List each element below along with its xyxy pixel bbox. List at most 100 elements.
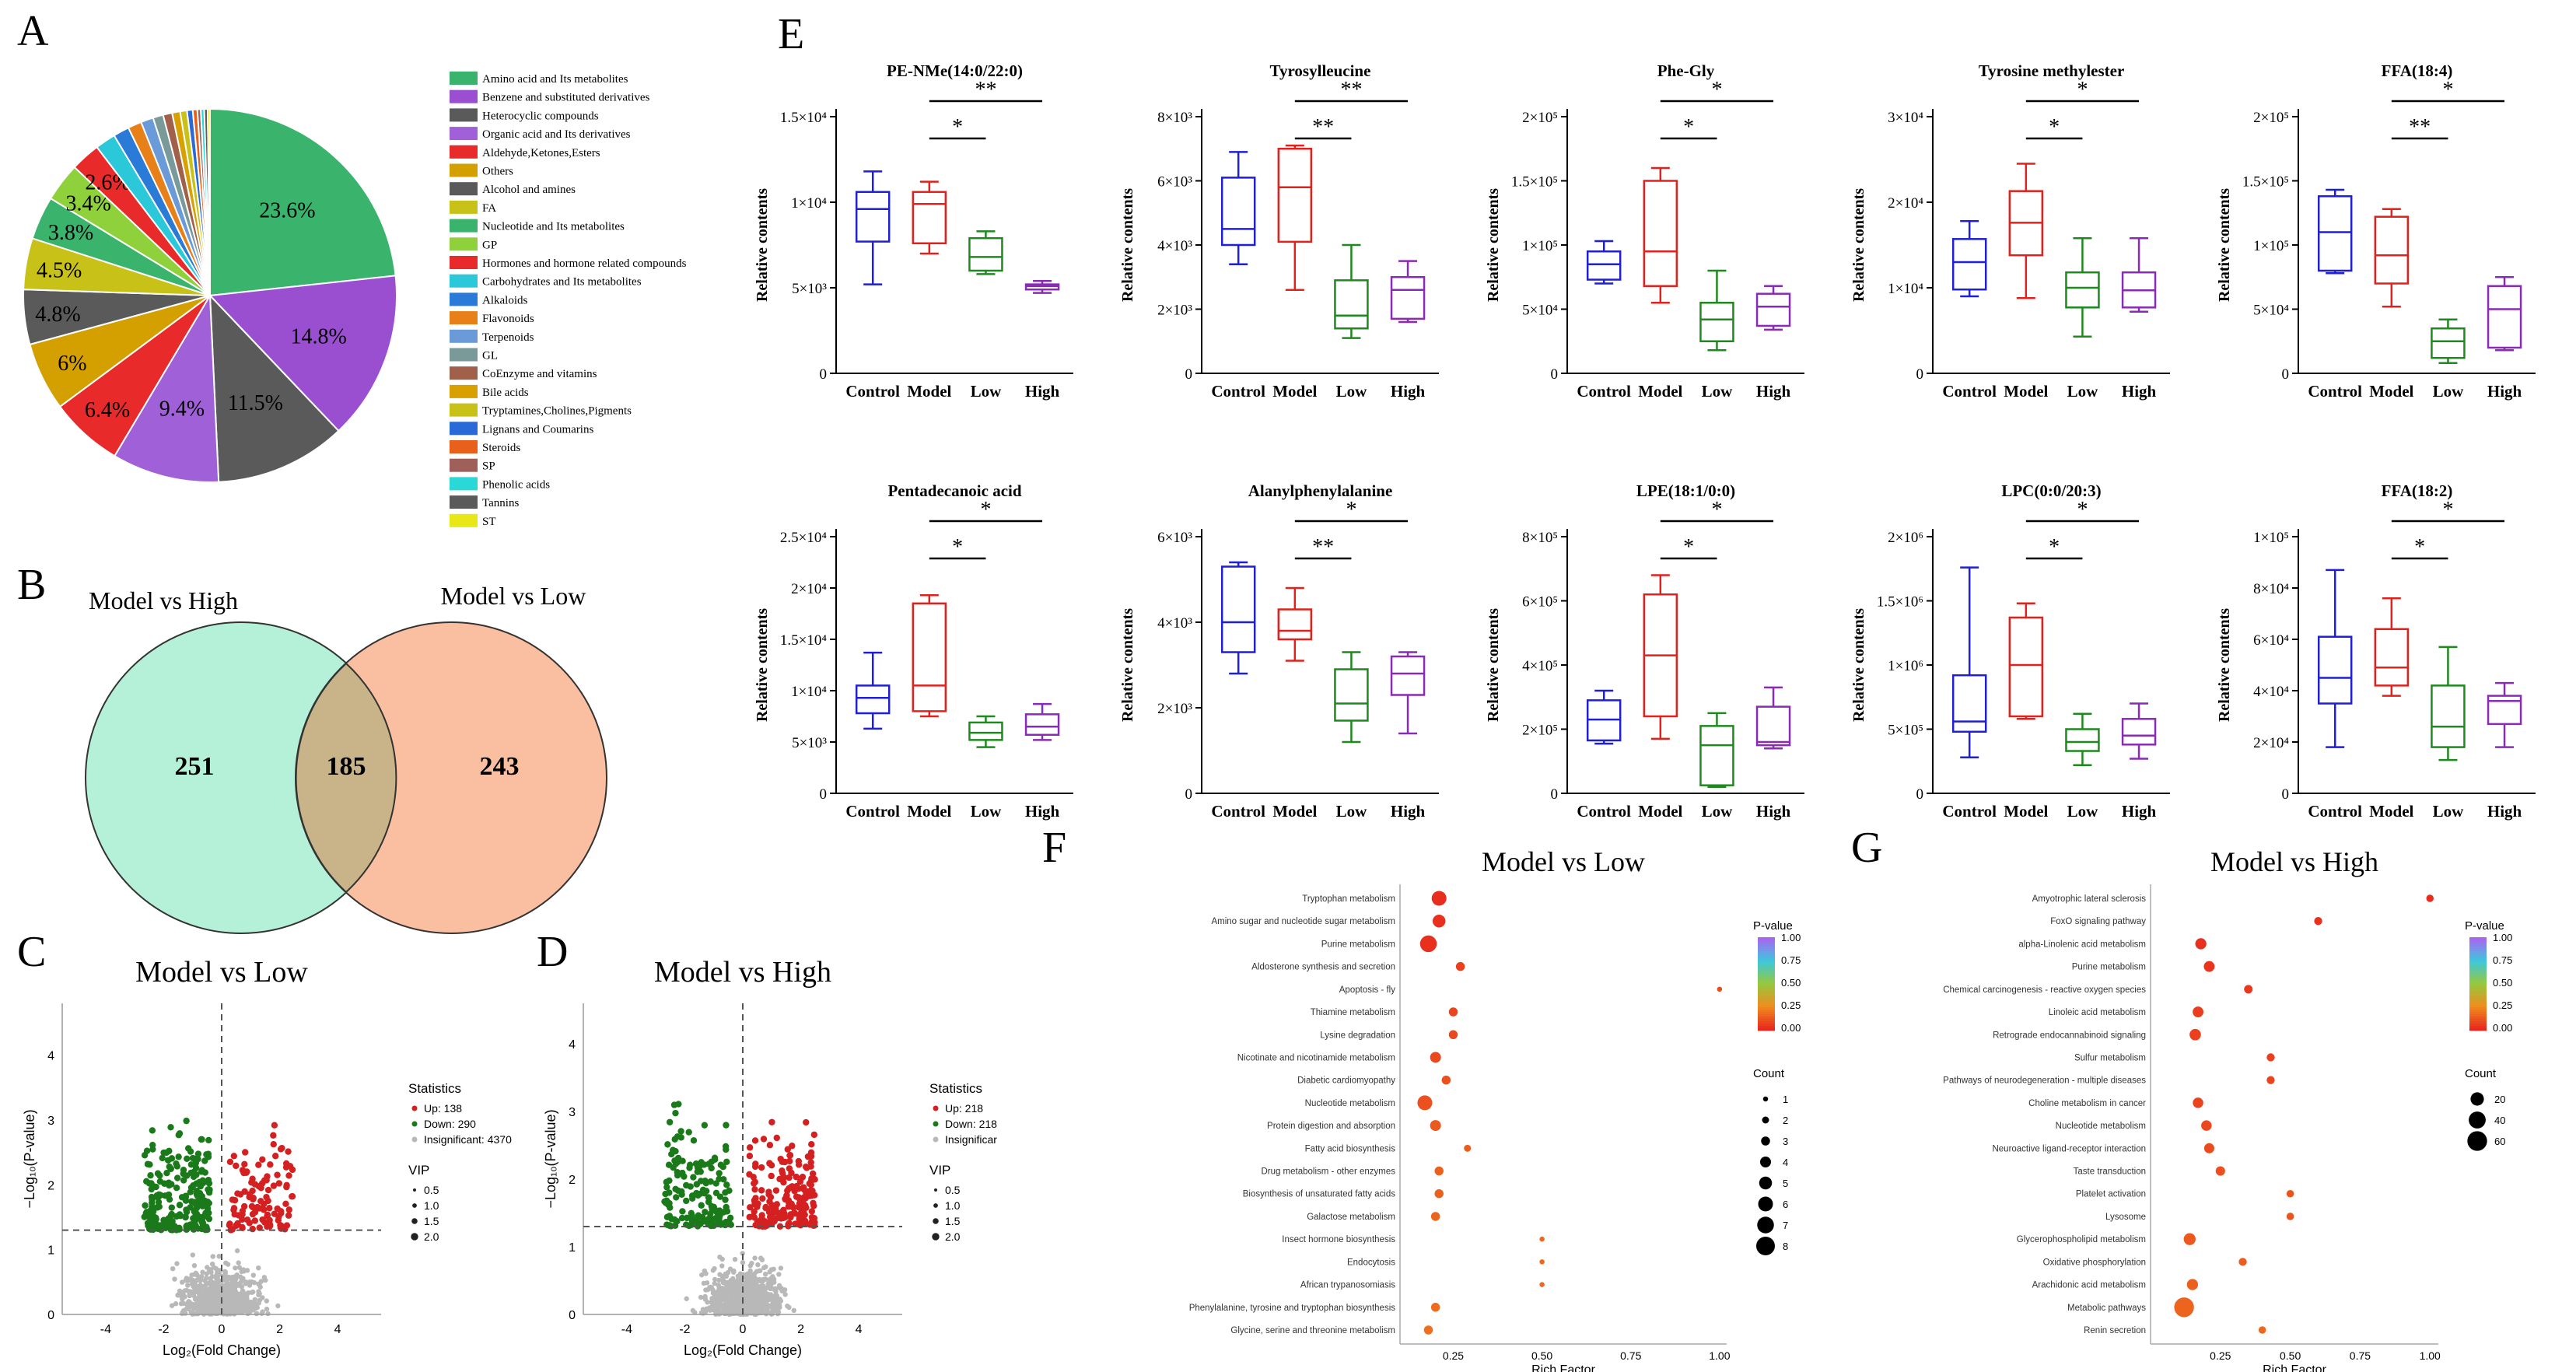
venn-right-label: Model vs Low bbox=[441, 582, 586, 610]
box bbox=[1334, 668, 1369, 722]
insignificant-point bbox=[702, 1268, 708, 1274]
y-tick-label: 1×10⁶ bbox=[1888, 658, 1923, 674]
y-tick-label: 1×10⁴ bbox=[1888, 281, 1923, 297]
x-tick-label: Low bbox=[971, 382, 1003, 401]
y-tick-label: 8×10⁵ bbox=[1522, 530, 1558, 546]
up-point bbox=[751, 1186, 758, 1193]
up-point bbox=[810, 1199, 817, 1207]
pvalue-gradient-band bbox=[2469, 1017, 2487, 1020]
term-bubble bbox=[1455, 961, 1465, 971]
box bbox=[1390, 276, 1426, 320]
box bbox=[912, 191, 947, 245]
up-point bbox=[768, 1161, 775, 1169]
up-point bbox=[806, 1180, 813, 1187]
up-point bbox=[275, 1180, 282, 1187]
box-plot: Tyrosine methylester 0 1×10⁴ 2×10⁴ 3×10⁴ Rela… bbox=[1850, 61, 2170, 401]
up-point bbox=[243, 1216, 251, 1223]
pvalue-gradient-band bbox=[1758, 940, 1775, 943]
insignificant-point bbox=[198, 1278, 203, 1283]
term-label: Insect hormone biosynthesis bbox=[1282, 1235, 1395, 1244]
pvalue-gradient-band bbox=[2469, 1003, 2487, 1006]
insignificant-point bbox=[234, 1248, 240, 1254]
insignificant-point bbox=[768, 1304, 773, 1309]
term-label: Neuroactive ligand-receptor interaction bbox=[1992, 1144, 2146, 1153]
term-bubble bbox=[2193, 1097, 2203, 1108]
box-plot-title: Phe-Gly bbox=[1657, 61, 1715, 80]
count-legend-label: 40 bbox=[2494, 1115, 2505, 1126]
insignificant-point bbox=[730, 1279, 737, 1285]
box bbox=[1755, 705, 1791, 747]
up-point bbox=[803, 1164, 810, 1171]
significance-label: * bbox=[980, 498, 991, 522]
insignificant-point bbox=[228, 1283, 233, 1289]
box bbox=[2065, 728, 2100, 752]
pvalue-gradient-band bbox=[2469, 1024, 2487, 1027]
insignificant-point bbox=[243, 1281, 248, 1286]
down-point bbox=[148, 1180, 155, 1187]
down-point bbox=[688, 1220, 695, 1227]
x-axis-label: Rich Factor bbox=[1531, 1363, 1595, 1372]
up-point bbox=[289, 1192, 296, 1200]
box-plot-title: LPC(0:0/20:3) bbox=[2001, 481, 2101, 500]
down-point bbox=[149, 1199, 156, 1206]
y-tick-label: 0 bbox=[1551, 366, 1559, 383]
insignificant-point bbox=[260, 1295, 265, 1300]
box-plot: Alanylphenylalanine 0 2×10³ 4×10³ 6×10³ Relat… bbox=[1119, 481, 1439, 821]
up-point bbox=[746, 1144, 754, 1151]
pvalue-gradient-band bbox=[1758, 968, 1775, 971]
y-tick-label: 0 bbox=[2282, 366, 2290, 383]
insignificant-point bbox=[212, 1293, 219, 1299]
up-point bbox=[808, 1192, 816, 1199]
up-point bbox=[752, 1195, 759, 1202]
x-axis-label: Rich Factor bbox=[2263, 1363, 2326, 1372]
insignificant-point bbox=[250, 1307, 256, 1313]
insignificant-point bbox=[735, 1300, 741, 1305]
down-point bbox=[175, 1153, 182, 1160]
legend-swatch bbox=[450, 477, 478, 491]
x-tick-label: 0.25 bbox=[1443, 1349, 1464, 1362]
y-tick-label: 4×10⁴ bbox=[2253, 684, 2289, 700]
legend-swatch bbox=[450, 127, 478, 141]
insignificant-point bbox=[721, 1278, 726, 1284]
insignificant-point bbox=[771, 1266, 776, 1272]
down-point bbox=[163, 1170, 170, 1177]
y-tick-label: 2×10⁵ bbox=[1522, 723, 1558, 739]
up-point bbox=[795, 1157, 803, 1165]
term-bubble bbox=[2174, 1297, 2194, 1318]
up-point bbox=[266, 1221, 274, 1229]
insignificant-point bbox=[718, 1294, 724, 1300]
y-tick-label: 1×10⁴ bbox=[791, 684, 827, 700]
down-point bbox=[715, 1209, 723, 1216]
insignificant-point bbox=[723, 1302, 730, 1307]
box bbox=[1755, 292, 1791, 327]
pvalue-gradient-band bbox=[2469, 1010, 2487, 1013]
term-bubble bbox=[2193, 1006, 2204, 1018]
down-point bbox=[198, 1136, 205, 1143]
insignificant-point bbox=[182, 1294, 187, 1300]
insignificant-point bbox=[747, 1263, 753, 1269]
x-tick-label: 2 bbox=[276, 1323, 283, 1336]
insignificant-point bbox=[211, 1286, 217, 1292]
up-point bbox=[803, 1118, 810, 1126]
insignificant-point bbox=[189, 1272, 194, 1278]
y-tick-label: 5×10³ bbox=[792, 281, 827, 297]
y-tick-label: 2×10⁴ bbox=[1888, 195, 1923, 212]
box-plot: Phe-Gly 0 5×10⁴ 1×10⁵ 1.5×10⁵ 2×10⁵ Relative c… bbox=[1485, 61, 1804, 401]
up-point bbox=[263, 1193, 270, 1201]
y-axis-label: −Log₁₀(P-value) bbox=[22, 1109, 37, 1208]
term-label: Aldosterone synthesis and secretion bbox=[1251, 963, 1395, 972]
x-tick-label: 4 bbox=[856, 1323, 863, 1336]
count-legend-marker bbox=[1759, 1176, 1773, 1190]
pvalue-gradient-band bbox=[1758, 1003, 1775, 1006]
pvalue-tick-label: 0.00 bbox=[2493, 1022, 2512, 1034]
down-point bbox=[666, 1118, 674, 1125]
term-label: Fatty acid biosynthesis bbox=[1305, 1144, 1396, 1153]
term-bubble bbox=[2314, 917, 2322, 926]
significance-label: ** bbox=[1312, 115, 1334, 139]
down-point bbox=[149, 1141, 156, 1149]
legend-label: Carbohydrates and Its metabolites bbox=[482, 276, 642, 289]
legend-label: Tannins bbox=[482, 497, 519, 509]
up-point bbox=[230, 1153, 238, 1160]
box bbox=[2065, 271, 2100, 309]
up-point bbox=[808, 1208, 816, 1215]
